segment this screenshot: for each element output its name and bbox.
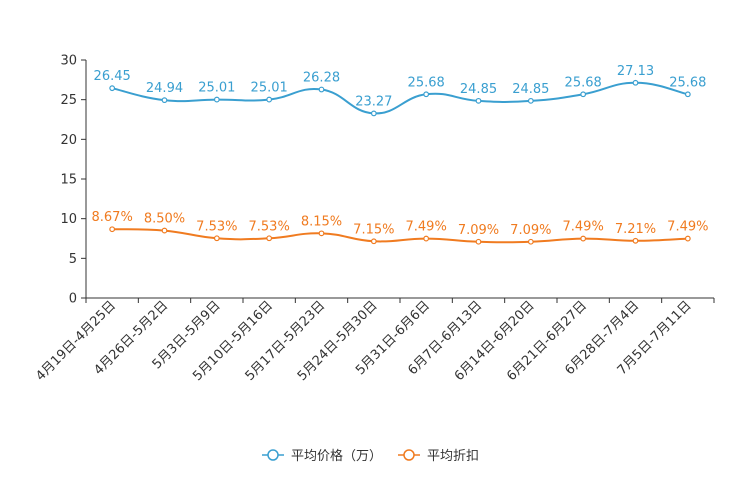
data-label: 25.68 — [669, 75, 706, 90]
data-point[interactable] — [527, 238, 534, 245]
legend-marker — [267, 449, 279, 461]
data-label: 7.49% — [667, 220, 708, 235]
data-point[interactable] — [213, 235, 220, 242]
data-labels: 26.45 24.94 25.01 25.01 26.28 23.27 25.68 24.85… — [92, 64, 709, 238]
data-label: 24.85 — [460, 82, 497, 97]
y-tick-label: 20 — [60, 133, 77, 148]
data-label: 26.45 — [94, 69, 131, 84]
legend-marker — [403, 449, 415, 461]
chart-series — [109, 79, 691, 245]
y-tick-label: 0 — [69, 292, 77, 307]
data-label: 24.94 — [146, 81, 183, 96]
data-label: 8.50% — [144, 212, 185, 227]
legend-label: 平均折扣 — [427, 449, 479, 464]
data-label: 7.21% — [615, 222, 656, 237]
data-point[interactable] — [266, 96, 273, 103]
y-tick-label: 30 — [60, 54, 77, 69]
data-point[interactable] — [370, 110, 377, 117]
data-point[interactable] — [423, 235, 430, 242]
data-point[interactable] — [475, 97, 482, 104]
data-label: 7.53% — [196, 219, 237, 234]
data-label: 23.27 — [355, 94, 392, 109]
data-point[interactable] — [161, 227, 168, 234]
y-axis-tick-labels: 0 5 10 15 20 25 30 — [60, 54, 77, 307]
data-point[interactable] — [161, 97, 168, 104]
data-point[interactable] — [580, 91, 587, 98]
y-tick-label: 5 — [69, 252, 77, 267]
x-axis-tick-labels: 4月19日-4月25日4月26日-5月2日5月3日-5月9日5月10日-5月16… — [33, 298, 694, 384]
y-tick-label: 10 — [60, 212, 77, 227]
data-point[interactable] — [580, 235, 587, 242]
data-point[interactable] — [684, 235, 691, 242]
legend-label: 平均价格（万） — [291, 448, 382, 464]
data-point[interactable] — [475, 238, 482, 245]
data-label: 7.53% — [249, 219, 290, 234]
data-label: 25.68 — [408, 75, 445, 90]
y-tick-label: 15 — [60, 173, 77, 188]
data-point[interactable] — [109, 85, 116, 92]
data-point[interactable] — [684, 91, 691, 98]
chart-axes — [81, 59, 715, 303]
data-label: 7.49% — [563, 220, 604, 235]
legend-item-0[interactable]: 平均价格（万） — [262, 448, 382, 464]
data-label: 25.01 — [198, 81, 235, 96]
data-point[interactable] — [423, 91, 430, 98]
legend-item-1[interactable]: 平均折扣 — [398, 449, 479, 464]
data-point[interactable] — [370, 238, 377, 245]
data-point[interactable] — [632, 79, 639, 86]
data-label: 8.15% — [301, 214, 342, 229]
data-label: 25.68 — [565, 75, 602, 90]
data-point[interactable] — [632, 237, 639, 244]
data-label: 24.85 — [512, 82, 549, 97]
data-point[interactable] — [527, 97, 534, 104]
series-line-1 — [112, 228, 688, 244]
data-label: 8.67% — [92, 210, 133, 225]
data-point[interactable] — [318, 86, 325, 93]
data-point[interactable] — [318, 230, 325, 237]
data-point[interactable] — [109, 226, 116, 233]
data-label: 7.09% — [510, 223, 551, 238]
data-label: 27.13 — [617, 64, 654, 79]
y-tick-label: 25 — [60, 93, 77, 108]
data-label: 25.01 — [251, 81, 288, 96]
data-point[interactable] — [266, 235, 273, 242]
data-label: 7.15% — [353, 222, 394, 237]
data-label: 7.49% — [406, 220, 447, 235]
legend[interactable]: 平均价格（万） 平均折扣 — [262, 448, 479, 464]
data-label: 26.28 — [303, 71, 340, 86]
data-point[interactable] — [213, 96, 220, 103]
data-label: 7.09% — [458, 223, 499, 238]
